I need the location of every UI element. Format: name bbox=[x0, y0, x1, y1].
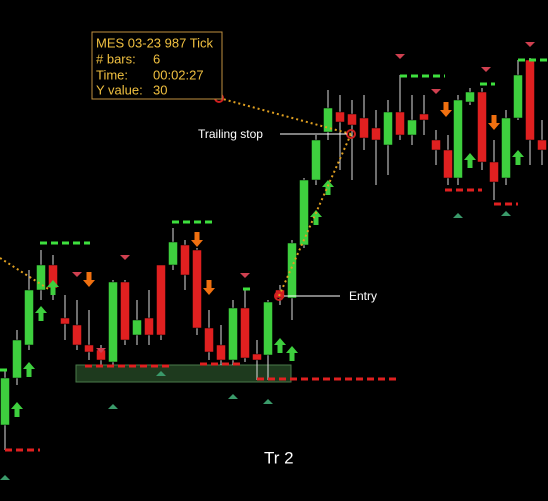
candles bbox=[0, 42, 548, 480]
signal-down bbox=[72, 272, 82, 277]
sell-arrow bbox=[440, 102, 452, 117]
candle-body bbox=[407, 119, 417, 136]
candle-body bbox=[323, 107, 333, 133]
signal-down bbox=[431, 89, 441, 94]
candle-body bbox=[287, 242, 297, 299]
candle-body bbox=[156, 264, 166, 336]
candle-body bbox=[513, 74, 523, 119]
candle-body bbox=[216, 344, 226, 361]
marker bbox=[274, 291, 284, 301]
candle-body bbox=[359, 117, 369, 139]
candle-body bbox=[477, 91, 487, 163]
signal-down bbox=[481, 67, 491, 72]
buy-arrow bbox=[512, 150, 524, 165]
tooltip-value: 30 bbox=[153, 82, 167, 97]
trade-label: Tr 2 bbox=[264, 448, 294, 467]
buy-arrow bbox=[464, 153, 476, 168]
tooltip-key: Y value: bbox=[96, 82, 143, 97]
candle-body bbox=[36, 264, 46, 291]
candle-body bbox=[501, 117, 511, 179]
candle-body bbox=[72, 324, 82, 346]
candle-body bbox=[525, 59, 535, 141]
buy-arrow bbox=[23, 362, 35, 377]
candle-body bbox=[108, 281, 118, 363]
candle-body bbox=[252, 353, 262, 361]
candle-body bbox=[132, 319, 142, 336]
candle-body bbox=[228, 307, 238, 361]
candle-body bbox=[144, 317, 154, 336]
candle-body bbox=[347, 113, 357, 126]
buy-arrow bbox=[35, 306, 47, 321]
signal-down bbox=[395, 54, 405, 59]
candle-body bbox=[180, 244, 190, 276]
signal-down bbox=[240, 273, 250, 278]
buy-arrow bbox=[11, 402, 23, 417]
candle-body bbox=[465, 91, 475, 103]
candle-body bbox=[192, 249, 202, 329]
tooltip-key: # bars: bbox=[96, 51, 136, 66]
candle-body bbox=[537, 139, 547, 151]
signal-up bbox=[108, 404, 118, 409]
zone-box bbox=[75, 364, 292, 383]
sell-arrow bbox=[191, 232, 203, 247]
candle-body bbox=[0, 377, 10, 426]
tooltip-key: Time: bbox=[96, 67, 128, 82]
sell-arrow bbox=[203, 280, 215, 295]
signal-down bbox=[96, 348, 106, 353]
candle-body bbox=[453, 99, 463, 179]
candle-body bbox=[60, 317, 70, 325]
candle-body bbox=[240, 307, 250, 359]
signal-down bbox=[120, 255, 130, 260]
candle-body bbox=[168, 241, 178, 266]
entry-label: Entry bbox=[349, 289, 377, 303]
tooltip-box bbox=[91, 31, 223, 100]
signal-up bbox=[0, 475, 10, 480]
tooltip-value: 6 bbox=[153, 51, 160, 66]
tooltip-value: 00:02:27 bbox=[153, 67, 204, 82]
candle-body bbox=[263, 301, 273, 356]
signal-up bbox=[453, 213, 463, 218]
candle-body bbox=[395, 111, 405, 136]
candle-body bbox=[311, 139, 321, 181]
signal-up bbox=[501, 211, 511, 216]
tooltip-title: MES 03-23 987 Tick bbox=[96, 35, 214, 50]
signal-up bbox=[156, 371, 166, 376]
signal-up bbox=[263, 399, 273, 404]
sell-arrow bbox=[83, 272, 95, 287]
candle-body bbox=[24, 289, 34, 346]
candle-body bbox=[489, 161, 499, 183]
candle-body bbox=[12, 339, 22, 379]
candle-body bbox=[443, 149, 453, 179]
buy-arrow bbox=[310, 210, 322, 225]
candle-body bbox=[204, 327, 214, 353]
trailing-stop-label: Trailing stop bbox=[198, 127, 263, 141]
candle-body bbox=[84, 344, 94, 353]
candle-body bbox=[335, 111, 345, 123]
buy-arrow bbox=[274, 338, 286, 353]
signal-down bbox=[525, 42, 535, 47]
signal-up bbox=[228, 394, 238, 399]
candle-body bbox=[383, 111, 393, 146]
buy-arrow bbox=[286, 346, 298, 361]
candle-body bbox=[419, 113, 429, 121]
candle-body bbox=[120, 281, 130, 341]
buy-arrow bbox=[47, 280, 59, 295]
candle-body bbox=[431, 139, 441, 151]
candle-body bbox=[299, 179, 309, 246]
candle-body bbox=[371, 127, 381, 141]
buy-arrow bbox=[322, 180, 334, 195]
sell-arrow bbox=[488, 115, 500, 130]
